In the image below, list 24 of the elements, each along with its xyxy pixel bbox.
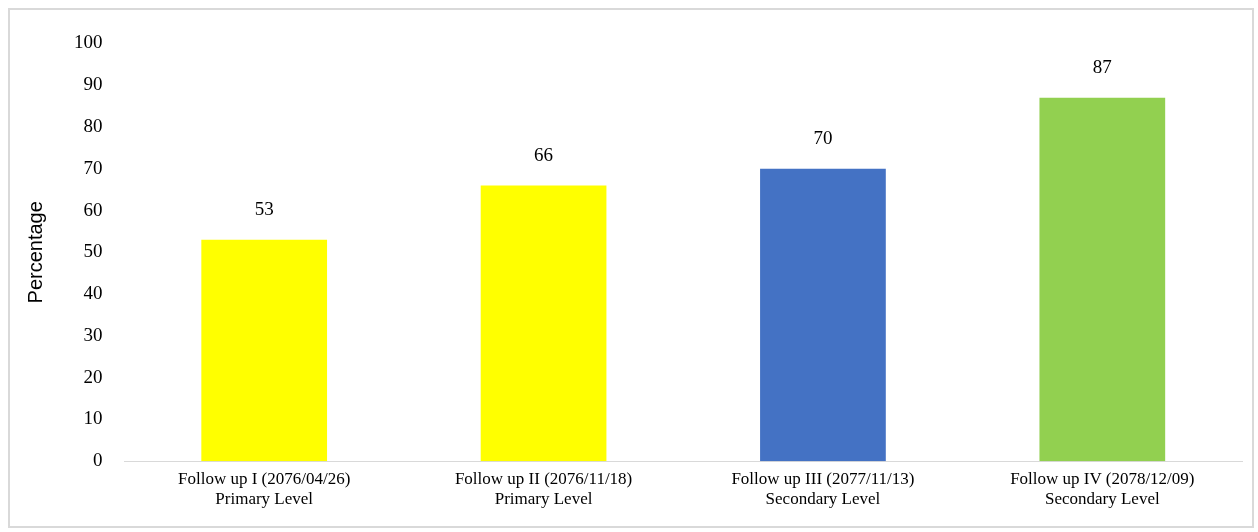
x-tick-label: Follow up II (2076/11/18) Primary Level bbox=[454, 468, 633, 509]
y-tick-label: 20 bbox=[83, 365, 103, 387]
bar bbox=[201, 239, 328, 462]
y-tick-label: 40 bbox=[83, 282, 103, 304]
y-tick-label: 80 bbox=[83, 114, 103, 136]
x-tick-label: Follow up I (2076/04/26) Primary Level bbox=[178, 468, 351, 509]
y-tick-label: 0 bbox=[93, 449, 103, 471]
y-tick-label: 90 bbox=[83, 73, 103, 95]
y-tick-label: 50 bbox=[83, 240, 103, 262]
y-tick-label: 100 bbox=[74, 31, 103, 53]
x-tick-label: Follow up III (2077/11/13) Secondary Level bbox=[731, 468, 915, 509]
data-label: 87 bbox=[1092, 56, 1112, 78]
data-label: 66 bbox=[534, 143, 554, 165]
y-tick-label: 70 bbox=[83, 156, 103, 178]
y-tick-label: 60 bbox=[83, 198, 103, 220]
y-axis-title: Percentage bbox=[23, 201, 46, 304]
bar bbox=[760, 168, 886, 462]
data-label: 53 bbox=[254, 198, 274, 220]
y-tick-label: 30 bbox=[83, 323, 103, 345]
data-label: 70 bbox=[813, 127, 833, 149]
x-tick-label: Follow up IV (2078/12/09) Secondary Level bbox=[1010, 468, 1195, 509]
bar bbox=[480, 185, 607, 462]
y-tick-label: 10 bbox=[83, 407, 103, 429]
bar bbox=[1039, 97, 1166, 462]
